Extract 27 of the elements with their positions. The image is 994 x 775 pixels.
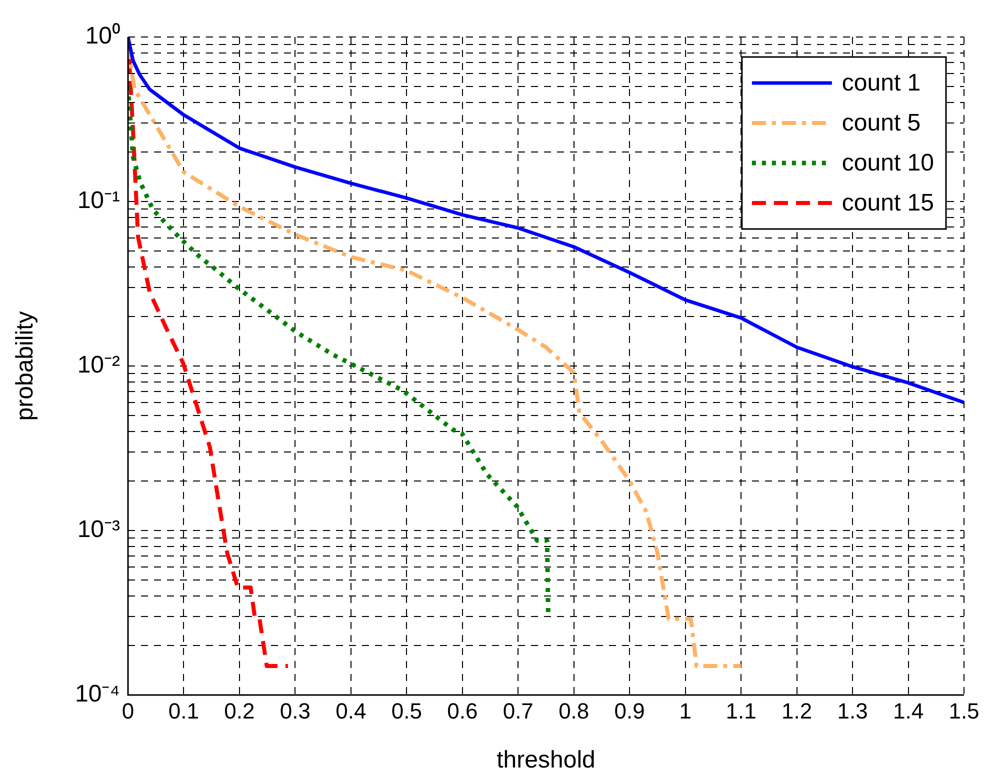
y-tick-label: 10⁰ <box>85 22 120 50</box>
x-tick-label: 1.1 <box>726 698 756 724</box>
y-tick-label: 10⁻² <box>77 352 120 379</box>
x-tick-label: 0.3 <box>280 698 310 724</box>
y-tick-label: 10⁻³ <box>77 516 120 544</box>
x-axis-title: threshold <box>496 746 596 774</box>
y-tick-label: 10⁻¹ <box>77 187 120 214</box>
y-tick-label: 10⁻⁴ <box>74 680 120 708</box>
legend-label: count 1 <box>842 70 921 97</box>
x-tick-label: 1.2 <box>782 698 812 724</box>
x-tick-label: 1 <box>679 698 692 724</box>
legend-label: count 15 <box>842 190 934 217</box>
x-tick-label: 0.7 <box>502 698 534 724</box>
legend-label: count 10 <box>842 150 934 177</box>
x-tick-label: 0.6 <box>447 698 478 724</box>
x-tick-label: 0.5 <box>391 698 422 724</box>
x-tick-label: 1.3 <box>837 698 868 724</box>
x-tick-label: 1.5 <box>948 698 980 724</box>
x-tick-label: 0.4 <box>336 698 366 724</box>
x-tick-label: 0.8 <box>558 698 590 724</box>
x-tick-label: 0.1 <box>168 698 200 724</box>
x-tick-label: 0.9 <box>614 698 645 724</box>
x-tick-label: 0 <box>122 698 134 724</box>
y-axis-title: probability <box>12 311 39 421</box>
x-tick-label: 1.4 <box>892 698 924 724</box>
legend-label: count 5 <box>842 110 921 137</box>
x-tick-label: 0.2 <box>224 698 255 724</box>
